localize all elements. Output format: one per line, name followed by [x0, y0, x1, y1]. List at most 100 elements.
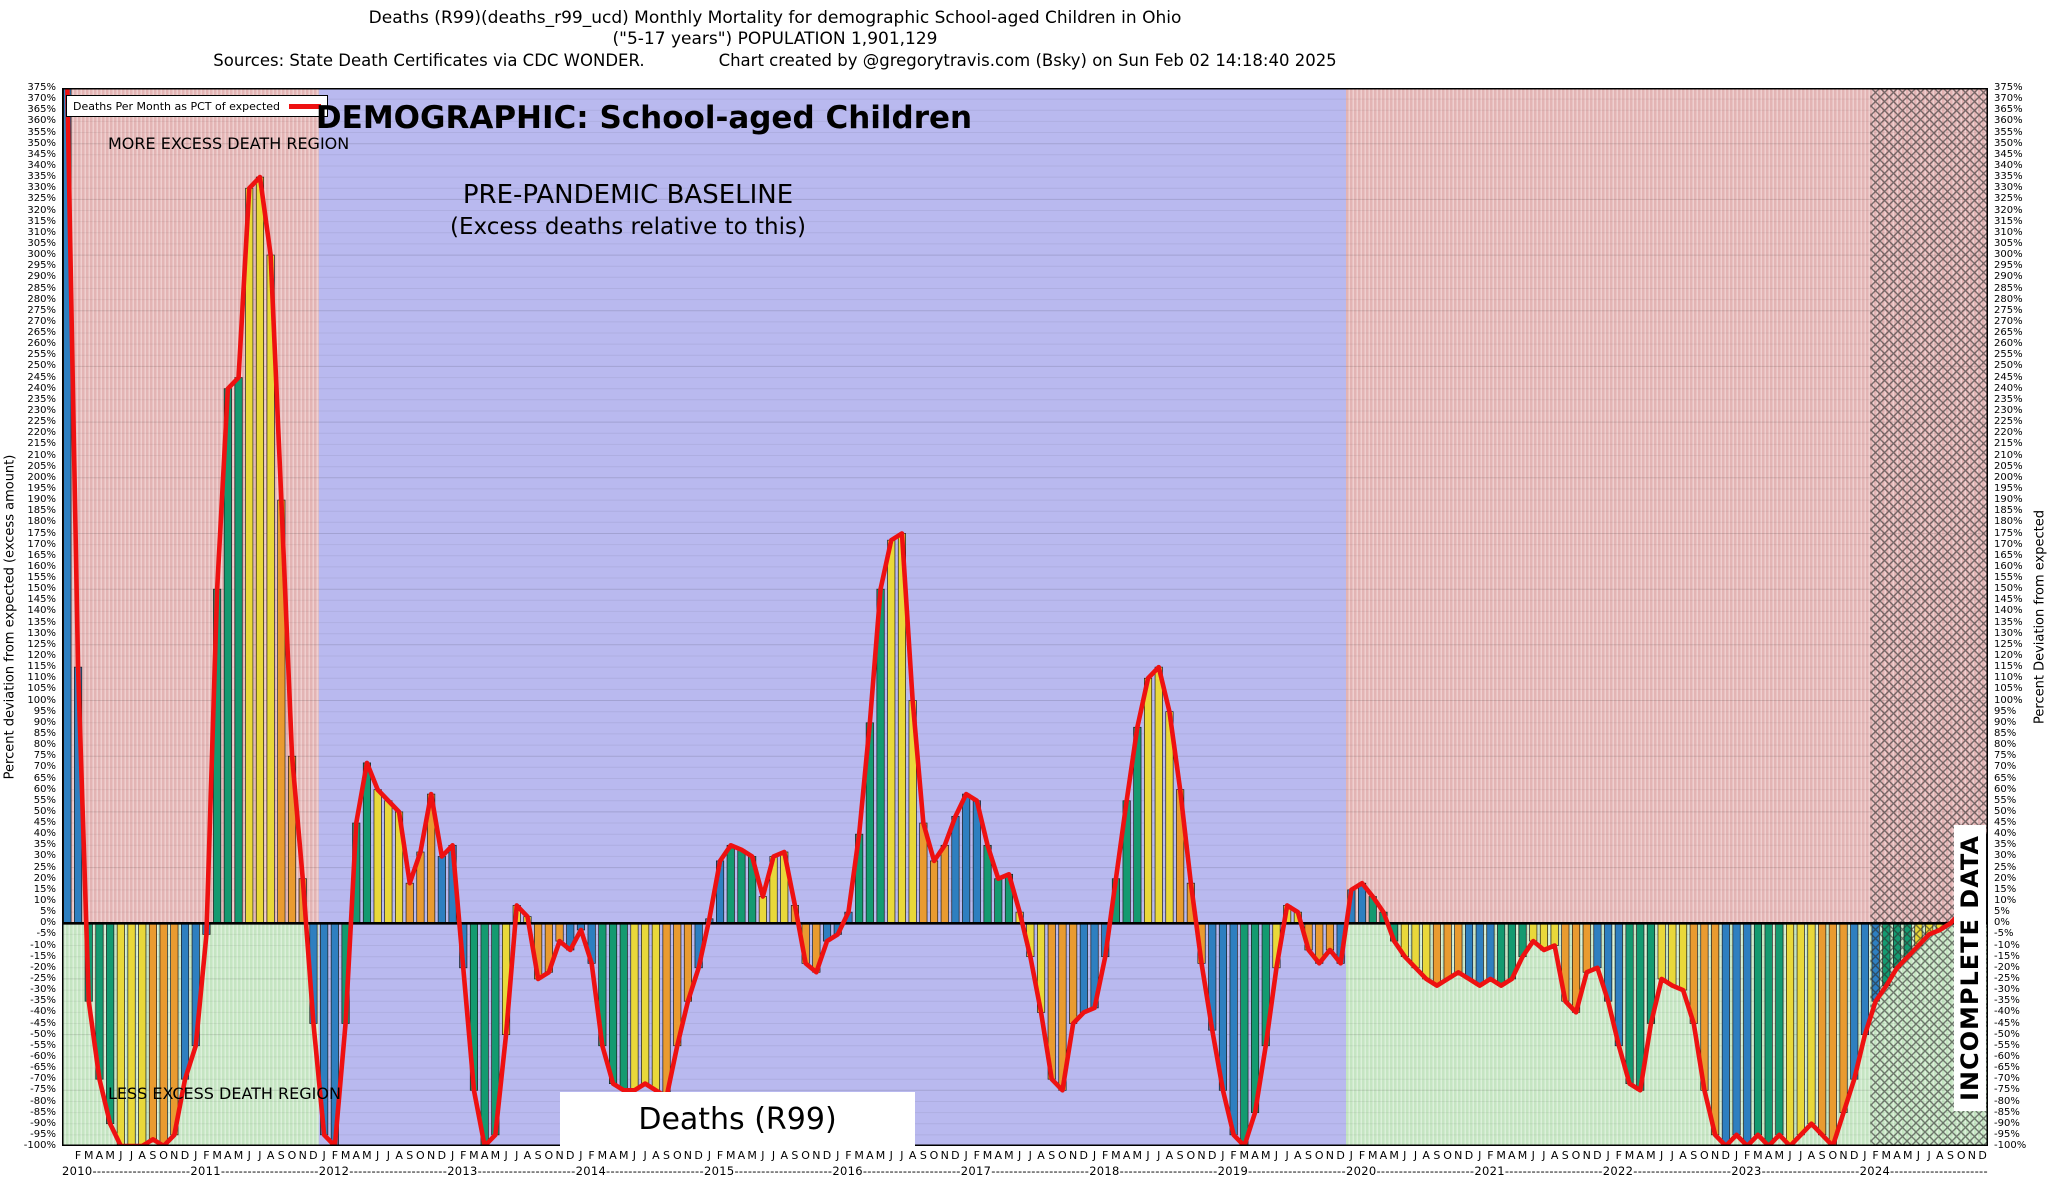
x-month-label: J [386, 1149, 391, 1162]
y-tick-label: 125% [1994, 638, 2023, 650]
x-month-label: J [889, 1149, 893, 1162]
y-tick-label: 195% [1994, 482, 2023, 494]
x-month-label: J [1542, 1149, 1546, 1162]
x-month-label: A [95, 1149, 104, 1162]
x-month-label: M [619, 1149, 629, 1162]
y-tick-label: 160% [1994, 560, 2023, 572]
x-month-label: M [1624, 1149, 1635, 1162]
y-tick-label: 175% [1994, 527, 2023, 539]
y-tick-label: 260% [27, 338, 56, 350]
x-month-label: J [1734, 1149, 1739, 1162]
x-month-label: F [1872, 1149, 1879, 1162]
x-month-label: O [929, 1149, 939, 1162]
x-month-label: A [1679, 1149, 1687, 1162]
x-month-label: A [1636, 1149, 1644, 1162]
x-month-label: M [105, 1149, 115, 1162]
x-month-label: J [1403, 1149, 1407, 1162]
y-tick-label: 280% [27, 293, 56, 305]
y-tick-label: 10% [1994, 895, 2017, 906]
x-year-label: 2021------------------------------------… [1474, 1164, 1603, 1178]
x-month-label: A [224, 1149, 232, 1162]
y-tick-label: 260% [1994, 338, 2023, 350]
x-month-label: A [908, 1149, 917, 1162]
y-tick-label: -100% [1994, 1140, 2027, 1151]
x-month-label: M [233, 1149, 244, 1162]
x-month-label: A [1379, 1149, 1388, 1162]
y-tick-label: 255% [27, 349, 56, 361]
y-tick-label: 115% [27, 661, 56, 673]
more-excess-region-label: MORE EXCESS DEATH REGION [108, 134, 350, 153]
y-tick-label: 10% [33, 895, 56, 906]
y-tick-label: -65% [1994, 1062, 2020, 1073]
x-month-label: M [1132, 1149, 1143, 1162]
x-month-label: J [258, 1149, 262, 1162]
chart-canvas [62, 88, 1988, 1146]
legend-label: Deaths Per Month as PCT of expected [73, 99, 281, 113]
y-tick-label: 145% [1994, 594, 2023, 606]
x-month-label: O [1443, 1149, 1452, 1162]
x-month-label: F [1615, 1149, 1622, 1162]
y-tick-label: 305% [27, 237, 56, 249]
y-tick-label: -5% [1994, 928, 2014, 940]
y-tick-label: -65% [30, 1062, 56, 1073]
y-tick-label: -75% [1994, 1084, 2020, 1096]
y-tick-label: 30% [1994, 850, 2017, 862]
y-tick-label: 0% [1994, 917, 2010, 929]
x-month-label: A [1550, 1149, 1559, 1162]
x-month-label: M [469, 1149, 479, 1162]
x-month-label: J [1017, 1149, 1022, 1162]
x-month-label: A [1764, 1149, 1773, 1162]
y-tick-label: 155% [1994, 572, 2023, 583]
y-tick-label: -15% [30, 950, 56, 962]
deaths-label: Deaths (R99) [638, 1101, 837, 1137]
y-tick-label: 225% [1994, 416, 2023, 428]
x-month-label: N [1454, 1149, 1463, 1162]
y-tick-label: -45% [1994, 1017, 2020, 1029]
y-tick-label: -25% [1994, 972, 2020, 984]
y-tick-label: -60% [1994, 1050, 2020, 1062]
x-month-label: M [726, 1149, 736, 1162]
x-month-label: M [490, 1149, 501, 1162]
y-tick-label: 5% [40, 906, 56, 918]
y-tick-label: 265% [1994, 327, 2023, 338]
y-tick-label: 230% [27, 405, 56, 416]
x-month-label: M [212, 1149, 222, 1162]
x-month-label: D [309, 1149, 318, 1162]
y-tick-label: 35% [33, 839, 56, 851]
y-tick-label: 325% [27, 193, 56, 205]
x-month-label: D [1978, 1149, 1987, 1162]
x-month-label: D [694, 1149, 703, 1162]
y-tick-label: 220% [27, 427, 56, 439]
y-tick-label: 235% [27, 393, 56, 405]
y-tick-label: 40% [1994, 828, 2017, 840]
y-tick-label: 205% [1994, 460, 2023, 472]
y-tick-label: 325% [1994, 193, 2023, 205]
x-month-label: M [1753, 1149, 1763, 1162]
y-tick-label: -70% [30, 1073, 56, 1085]
baseline-title: PRE-PANDEMIC BASELINE [462, 180, 794, 210]
y-tick-label: -40% [1994, 1006, 2020, 1018]
x-month-label: O [287, 1149, 297, 1162]
y-tick-label: 365% [1994, 104, 2023, 116]
x-month-label: J [1478, 1149, 1482, 1162]
x-month-label: J [1659, 1149, 1664, 1162]
x-month-label: M [1367, 1149, 1378, 1162]
x-month-label: S [1048, 1149, 1056, 1162]
x-year-label: 2023------------------------------------… [1731, 1164, 1860, 1178]
x-month-label: S [1947, 1149, 1954, 1162]
x-month-label: J [1157, 1149, 1161, 1162]
x-month-label: M [747, 1149, 757, 1162]
x-month-label: J [1927, 1149, 1931, 1162]
y-tick-label: 70% [33, 761, 56, 773]
x-month-label: N [170, 1149, 179, 1162]
x-month-label: A [652, 1149, 660, 1162]
x-month-label: F [1744, 1149, 1751, 1162]
x-month-label: D [1079, 1149, 1089, 1162]
x-month-label: M [1902, 1149, 1913, 1162]
x-month-label: A [780, 1149, 789, 1162]
x-month-label: A [523, 1149, 532, 1162]
x-month-label: M [1389, 1149, 1399, 1162]
y-tick-label: 80% [33, 739, 56, 751]
x-month-label: M [1260, 1149, 1271, 1162]
x-month-label: S [919, 1149, 927, 1162]
